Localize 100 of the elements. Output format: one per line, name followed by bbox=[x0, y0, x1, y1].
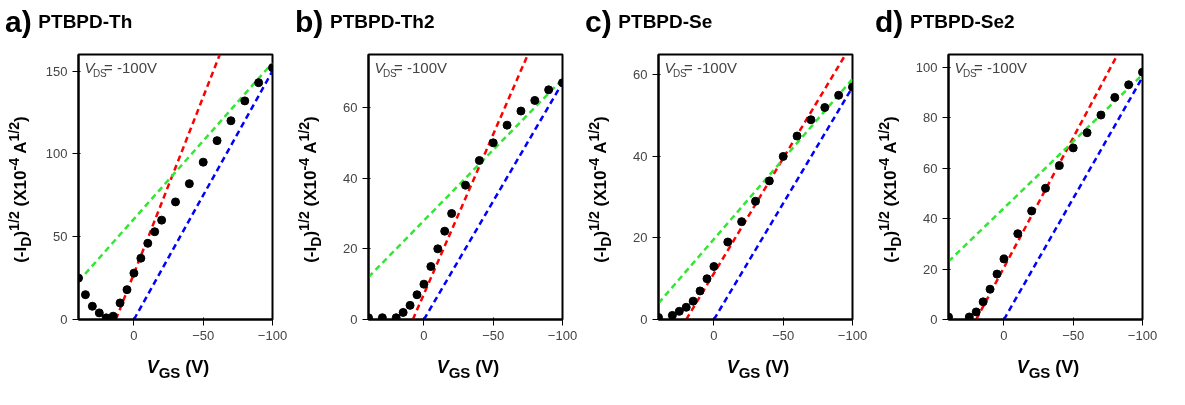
point bbox=[254, 78, 264, 88]
point bbox=[80, 290, 90, 300]
point bbox=[1054, 161, 1064, 171]
point bbox=[377, 313, 387, 320]
point bbox=[391, 313, 401, 320]
y-tick-label: 60 bbox=[923, 160, 938, 176]
point bbox=[1041, 183, 1050, 193]
y-tick-label: 0 bbox=[930, 312, 938, 327]
point bbox=[985, 284, 995, 294]
chart-title: PTBPD-Th2 bbox=[330, 11, 435, 32]
point bbox=[1124, 80, 1134, 90]
point bbox=[1027, 206, 1037, 216]
point bbox=[184, 179, 194, 189]
point bbox=[999, 254, 1009, 264]
y-tick-label: 150 bbox=[45, 63, 68, 79]
point bbox=[695, 286, 705, 296]
point bbox=[474, 156, 484, 165]
point bbox=[212, 136, 222, 146]
point bbox=[447, 209, 457, 218]
x-tick-label: 0 bbox=[710, 327, 718, 343]
point bbox=[87, 301, 97, 311]
point bbox=[433, 244, 443, 254]
point bbox=[115, 298, 125, 308]
x-axis-title: V$_{GS}$ (V) bbox=[725, 357, 791, 381]
x-tick-label: −100 bbox=[257, 327, 288, 343]
point bbox=[1013, 229, 1023, 239]
y-tick-label: 40 bbox=[633, 148, 648, 164]
point bbox=[143, 238, 153, 248]
x-tick-label: −50 bbox=[482, 327, 505, 343]
point bbox=[461, 180, 470, 190]
chart-title: PTBPD-Se bbox=[618, 11, 713, 32]
point bbox=[398, 307, 408, 317]
point bbox=[440, 226, 450, 236]
point bbox=[1068, 143, 1078, 153]
y-tick-label: 20 bbox=[923, 261, 938, 277]
point bbox=[702, 274, 712, 284]
y-tick-label: 40 bbox=[923, 211, 938, 227]
point bbox=[751, 196, 760, 206]
point bbox=[820, 103, 830, 112]
point bbox=[405, 300, 415, 310]
point bbox=[764, 176, 774, 186]
point bbox=[1110, 92, 1120, 102]
y-tick-label: 60 bbox=[343, 100, 358, 115]
point bbox=[108, 311, 118, 320]
point bbox=[688, 296, 698, 306]
y-tick-label: 100 bbox=[45, 146, 68, 162]
x-tick-label: −50 bbox=[772, 327, 795, 343]
point bbox=[778, 151, 788, 161]
x-tick-label: 0 bbox=[420, 327, 428, 343]
point bbox=[806, 115, 816, 125]
point bbox=[530, 95, 540, 105]
point bbox=[723, 237, 733, 247]
point bbox=[150, 227, 160, 237]
y-tick-label: 20 bbox=[343, 241, 358, 257]
y-tick-label: 50 bbox=[53, 229, 68, 245]
point bbox=[136, 253, 146, 263]
point bbox=[674, 306, 684, 316]
point bbox=[226, 116, 236, 126]
text: c) bbox=[585, 5, 612, 38]
x-axis-title: V$_{GS}$ (V) bbox=[435, 357, 501, 381]
x-tick-label: 0 bbox=[1000, 327, 1008, 343]
x-axis-title: V$_{GS}$ (V) bbox=[145, 357, 211, 381]
point bbox=[737, 217, 747, 227]
point bbox=[1082, 128, 1092, 138]
y-tick-label: 100 bbox=[915, 59, 938, 75]
point bbox=[516, 106, 526, 116]
x-tick-label: −50 bbox=[1062, 327, 1085, 343]
y-tick-label: 0 bbox=[640, 312, 648, 327]
point bbox=[544, 85, 554, 95]
point bbox=[198, 157, 208, 167]
point bbox=[412, 290, 422, 300]
y-tick-label: 0 bbox=[350, 312, 358, 327]
x-axis-title: V$_{GS}$ (V) bbox=[1015, 357, 1081, 381]
y-tick-label: 80 bbox=[923, 110, 938, 126]
x-tick-label: −100 bbox=[547, 327, 578, 343]
point bbox=[122, 285, 132, 295]
point bbox=[792, 131, 802, 141]
point bbox=[964, 312, 974, 320]
x-tick-label: −100 bbox=[1127, 327, 1158, 343]
y-tick-label: 60 bbox=[633, 67, 648, 83]
point bbox=[709, 262, 719, 271]
y-tick-label: 20 bbox=[633, 230, 648, 246]
x-tick-label: −100 bbox=[837, 327, 868, 343]
point bbox=[240, 96, 250, 106]
point bbox=[488, 138, 498, 148]
point bbox=[94, 308, 104, 318]
point bbox=[129, 268, 139, 278]
point bbox=[978, 297, 988, 307]
text: a) bbox=[5, 5, 32, 38]
y-tick-label: 40 bbox=[343, 170, 358, 186]
point bbox=[971, 307, 981, 317]
point bbox=[667, 310, 677, 320]
point bbox=[834, 90, 844, 100]
point bbox=[419, 279, 429, 289]
point bbox=[992, 269, 1002, 279]
point bbox=[426, 262, 436, 271]
chart-title: PTBPD-Se2 bbox=[910, 11, 1015, 32]
point bbox=[157, 215, 167, 225]
text: b) bbox=[295, 5, 324, 38]
x-tick-label: 0 bbox=[130, 327, 138, 343]
